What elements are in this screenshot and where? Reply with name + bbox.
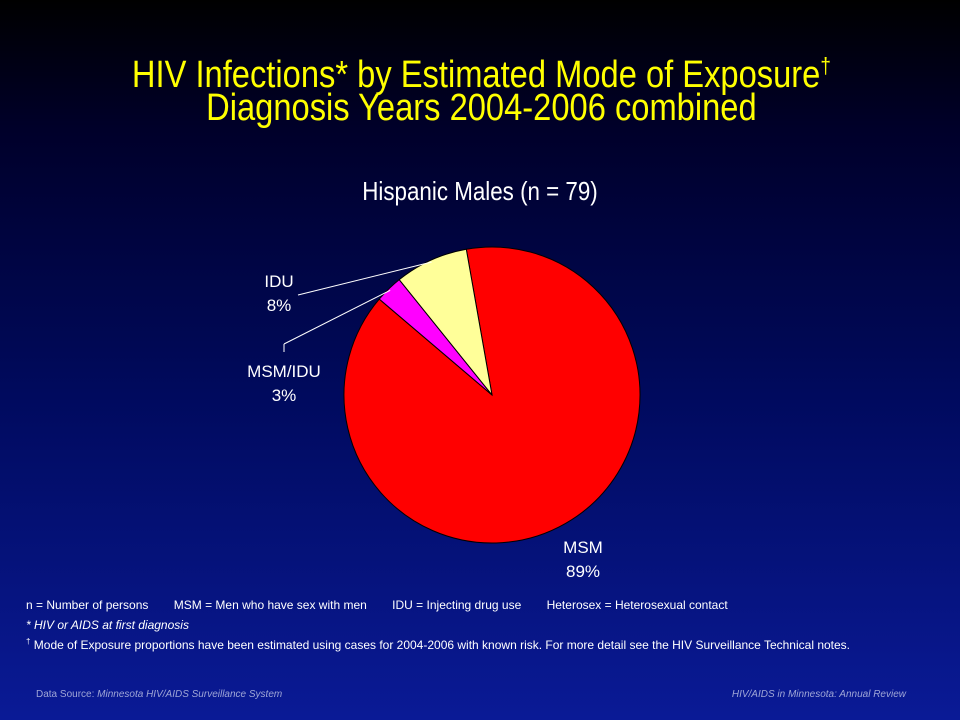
data-source: Data Source: Minnesota HIV/AIDS Surveill… [36,689,282,700]
definition-idu: IDU = Injecting drug use [392,598,522,612]
data-source-name: Minnesota HIV/AIDS Surveillance System [97,689,283,700]
dagger-footnote-mark: † [26,637,31,646]
leader-line-msm-idu [283,289,391,345]
slice-name-label-idu: IDU [264,272,293,291]
dagger-mark: † [820,53,831,78]
report-name: HIV/AIDS in Minnesota: Annual Review [731,689,906,700]
slice-value-label-idu: 8% [267,296,292,315]
chart-title: Hispanic Males (n = 79) [362,176,598,206]
dagger-footnote-text: Mode of Exposure proportions have been e… [30,638,851,652]
pie-slice-idu [398,248,493,396]
slide-title-line-2: Diagnosis Years 2004-2006 combined [206,87,757,129]
asterisk-footnote: * HIV or AIDS at first diagnosis [26,618,189,632]
title-text: HIV Infections* by Estimated Mode of Exp… [131,54,821,96]
dagger-footnote: † Mode of Exposure proportions have been… [26,637,850,652]
definition-heterosex: Heterosex = Heterosexual contact [546,598,728,612]
slice-name-label-msm-idu: MSM/IDU [247,362,321,381]
slice-value-label-msm: 89% [566,562,600,581]
data-source-prefix: Data Source: [36,689,98,700]
slide-title-line-1: HIV Infections* by Estimated Mode of Exp… [69,44,895,97]
definition-msm: MSM = Men who have sex with men [173,598,367,612]
definition-n: n = Number of persons [26,598,149,612]
leader-line-idu [297,261,432,296]
slice-name-label-msm: MSM [563,538,603,557]
slice-value-label-msm-idu: 3% [272,386,297,405]
abbreviation-definitions: n = Number of persons MSM = Men who have… [26,598,750,612]
